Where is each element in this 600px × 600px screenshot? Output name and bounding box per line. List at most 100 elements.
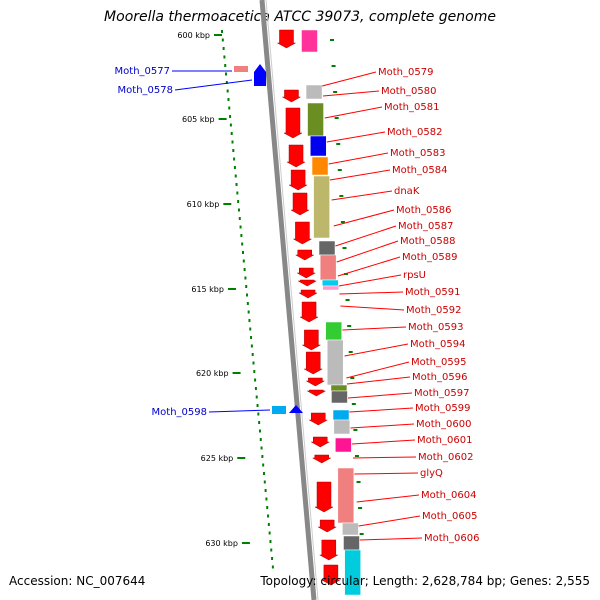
gene-label-moth-0579: Moth_0579 xyxy=(378,67,433,78)
gene-label-moth-0595: Moth_0595 xyxy=(411,357,466,368)
gene-feature-block xyxy=(305,84,323,100)
gene-feature-block xyxy=(344,549,361,596)
topology-summary: Topology: circular; Length: 2,628,784 bp… xyxy=(260,574,590,588)
gene-label-moth-0581: Moth_0581 xyxy=(384,102,439,113)
gene-label-moth-0605: Moth_0605 xyxy=(422,511,477,522)
label-leader-line xyxy=(208,409,271,413)
gene-feature-block xyxy=(335,437,352,453)
label-leader-line xyxy=(331,190,393,201)
label-leader-line xyxy=(324,106,383,119)
gene-label-moth-0598: Moth_0598 xyxy=(152,407,207,418)
forward-gene-arrow xyxy=(281,89,302,103)
gene-label-moth-0606: Moth_0606 xyxy=(424,533,479,544)
gene-feature-block xyxy=(331,390,348,404)
label-leader-line xyxy=(339,291,404,295)
label-leader-line xyxy=(346,361,410,379)
gene-feature-block xyxy=(311,156,329,176)
gene-feature-block xyxy=(313,175,330,239)
genome-backbone-edge xyxy=(265,0,319,600)
gene-label-moth-0589: Moth_0589 xyxy=(402,252,457,263)
gene-label-moth-0596: Moth_0596 xyxy=(412,372,467,383)
label-leader-line xyxy=(358,515,421,527)
gene-label-moth-0582: Moth_0582 xyxy=(387,127,442,138)
ruler-tick-label: 625 kbp xyxy=(201,454,234,463)
label-leader-line xyxy=(344,343,409,357)
gene-feature-block xyxy=(332,409,350,421)
forward-gene-arrow xyxy=(298,289,319,299)
label-leader-line xyxy=(336,240,399,263)
label-leader-line xyxy=(351,439,416,445)
gene-feature-block xyxy=(319,254,337,281)
accession-text: Accession: NC_007644 xyxy=(9,574,146,588)
ruler-tick-label: 630 kbp xyxy=(205,539,238,548)
label-leader-line xyxy=(322,71,377,87)
gene-feature-block xyxy=(307,102,324,137)
gene-feature-block xyxy=(310,135,327,157)
forward-gene-arrow xyxy=(311,454,332,464)
ruler-tick-label: 620 kbp xyxy=(196,369,229,378)
forward-gene-arrow xyxy=(276,29,297,49)
gene-label-moth-0593: Moth_0593 xyxy=(408,322,463,333)
label-leader-line xyxy=(359,537,423,541)
reverse-gene-arrow xyxy=(289,405,303,413)
forward-gene-arrow xyxy=(314,481,334,513)
label-leader-line xyxy=(328,152,389,165)
forward-gene-arrow xyxy=(286,144,306,168)
label-leader-line xyxy=(349,407,414,413)
forward-gene-arrow xyxy=(301,329,322,351)
gene-feature-block xyxy=(318,240,336,256)
label-leader-line xyxy=(354,472,419,475)
gene-label-moth-0601: Moth_0601 xyxy=(417,435,472,446)
gene-label-moth-0587: Moth_0587 xyxy=(398,221,453,232)
gene-label-rpsu: rpsU xyxy=(403,270,426,281)
gene-label-glyq: glyQ xyxy=(420,468,443,479)
forward-gene-arrow xyxy=(294,249,315,261)
gene-label-moth-0583: Moth_0583 xyxy=(390,148,445,159)
gene-label-moth-0597: Moth_0597 xyxy=(414,388,469,399)
forward-gene-arrow xyxy=(318,539,339,561)
gene-label-moth-0604: Moth_0604 xyxy=(421,490,476,501)
reverse-gene-arrow xyxy=(254,64,266,86)
forward-gene-arrow xyxy=(305,377,326,387)
ruler-tick-label: 605 kbp xyxy=(182,115,215,124)
gene-label-moth-0578: Moth_0578 xyxy=(118,85,173,96)
forward-gene-arrow xyxy=(308,412,329,426)
label-leader-line xyxy=(346,376,411,385)
forward-gene-arrow xyxy=(306,389,327,397)
label-leader-line xyxy=(326,131,386,143)
gene-feature-block xyxy=(343,535,360,551)
forward-gene-arrow xyxy=(303,351,324,375)
gene-label-moth-0577: Moth_0577 xyxy=(115,66,170,77)
gene-label-moth-0602: Moth_0602 xyxy=(418,452,473,463)
gene-feature-block xyxy=(301,29,318,53)
label-leader-line xyxy=(353,456,417,459)
genome-backbone xyxy=(259,0,317,600)
gene-label-moth-0600: Moth_0600 xyxy=(416,419,471,430)
gene-feature-block xyxy=(342,522,359,536)
gene-label-dnak: dnaK xyxy=(394,186,420,197)
ruler-tick-label: 615 kbp xyxy=(191,285,224,294)
gene-feature-block xyxy=(333,419,351,435)
gene-label-moth-0599: Moth_0599 xyxy=(415,403,470,414)
map-title: Moorella thermoacetica ATCC 39073, compl… xyxy=(104,9,496,25)
label-leader-line xyxy=(322,90,380,97)
gene-feature-block xyxy=(325,321,342,341)
gene-label-moth-0580: Moth_0580 xyxy=(381,86,436,97)
forward-gene-arrow xyxy=(320,564,341,586)
label-leader-line xyxy=(356,494,420,503)
label-leader-line xyxy=(347,392,413,399)
ruler-tick-label: 610 kbp xyxy=(187,200,220,209)
forward-gene-arrow xyxy=(317,519,338,533)
label-leader-line xyxy=(350,423,415,429)
gene-feature-block xyxy=(337,467,355,524)
gene-feature-block xyxy=(234,66,248,72)
forward-gene-arrow xyxy=(282,107,303,139)
gene-label-moth-0591: Moth_0591 xyxy=(405,287,460,298)
forward-gene-arrow xyxy=(296,267,317,279)
ruler-tick-label: 600 kbp xyxy=(177,31,210,40)
gene-feature-block xyxy=(321,279,339,287)
gene-feature-block xyxy=(272,406,286,414)
label-leader-line xyxy=(342,326,407,331)
